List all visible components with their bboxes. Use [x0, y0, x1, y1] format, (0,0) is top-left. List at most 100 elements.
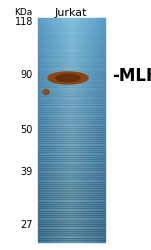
Bar: [38, 90, 105, 92]
Bar: [38, 155, 105, 157]
Bar: [57, 18, 58, 242]
Bar: [38, 43, 105, 45]
Bar: [56, 18, 57, 242]
Bar: [38, 206, 105, 208]
Bar: [38, 226, 105, 228]
Bar: [38, 238, 105, 240]
Bar: [99, 18, 100, 242]
Bar: [48, 18, 49, 242]
Bar: [47, 18, 48, 242]
Bar: [38, 85, 105, 87]
Bar: [45, 18, 46, 242]
Bar: [38, 119, 105, 121]
Bar: [38, 235, 105, 238]
Bar: [38, 228, 105, 231]
Bar: [76, 18, 77, 242]
Bar: [38, 54, 105, 56]
Bar: [103, 18, 104, 242]
Bar: [38, 211, 105, 213]
Bar: [97, 18, 98, 242]
Bar: [38, 128, 105, 130]
Bar: [70, 18, 71, 242]
Bar: [38, 186, 105, 188]
Bar: [72, 18, 73, 242]
Bar: [38, 94, 105, 96]
Bar: [38, 18, 39, 242]
Bar: [85, 18, 86, 242]
Bar: [39, 18, 40, 242]
Bar: [95, 18, 96, 242]
Bar: [38, 224, 105, 226]
Bar: [51, 18, 52, 242]
Bar: [62, 18, 63, 242]
Bar: [38, 182, 105, 184]
Bar: [53, 18, 54, 242]
Bar: [38, 152, 105, 155]
Bar: [38, 74, 105, 76]
Bar: [38, 204, 105, 206]
Bar: [54, 18, 55, 242]
Bar: [38, 141, 105, 144]
Bar: [38, 200, 105, 202]
Bar: [52, 18, 53, 242]
Bar: [80, 18, 81, 242]
Bar: [38, 29, 105, 32]
Text: 90: 90: [21, 70, 33, 80]
Bar: [79, 18, 80, 242]
Text: -MLH1: -MLH1: [112, 67, 151, 85]
Bar: [38, 190, 105, 193]
Bar: [98, 18, 99, 242]
Bar: [38, 96, 105, 99]
Bar: [38, 47, 105, 50]
Bar: [44, 18, 45, 242]
Bar: [61, 18, 62, 242]
Bar: [38, 123, 105, 126]
Bar: [38, 101, 105, 103]
Bar: [38, 103, 105, 106]
Bar: [38, 92, 105, 94]
Bar: [71, 18, 72, 242]
Bar: [88, 18, 89, 242]
Bar: [60, 18, 61, 242]
Bar: [38, 49, 105, 52]
Bar: [65, 18, 66, 242]
Bar: [38, 83, 105, 85]
Bar: [92, 18, 93, 242]
Bar: [64, 18, 65, 242]
Bar: [90, 18, 91, 242]
Ellipse shape: [43, 90, 49, 94]
Bar: [38, 40, 105, 43]
Bar: [38, 56, 105, 58]
Bar: [38, 126, 105, 128]
Bar: [38, 184, 105, 186]
Bar: [38, 110, 105, 112]
Bar: [38, 240, 105, 242]
Bar: [102, 18, 103, 242]
Bar: [38, 134, 105, 137]
Text: 27: 27: [21, 220, 33, 230]
Bar: [38, 132, 105, 134]
Bar: [38, 188, 105, 190]
Bar: [38, 76, 105, 78]
Bar: [84, 18, 85, 242]
Bar: [100, 18, 101, 242]
Bar: [74, 18, 75, 242]
Bar: [91, 18, 92, 242]
Bar: [38, 105, 105, 108]
Bar: [38, 32, 105, 34]
Bar: [38, 130, 105, 132]
Bar: [104, 18, 105, 242]
Bar: [101, 18, 102, 242]
Bar: [87, 18, 88, 242]
Bar: [75, 18, 76, 242]
Bar: [38, 58, 105, 60]
Bar: [38, 231, 105, 233]
Bar: [38, 63, 105, 65]
Text: 39: 39: [21, 167, 33, 177]
Bar: [68, 18, 69, 242]
Bar: [77, 18, 78, 242]
Ellipse shape: [48, 72, 88, 84]
Bar: [38, 213, 105, 215]
Bar: [38, 70, 105, 72]
Bar: [38, 20, 105, 22]
